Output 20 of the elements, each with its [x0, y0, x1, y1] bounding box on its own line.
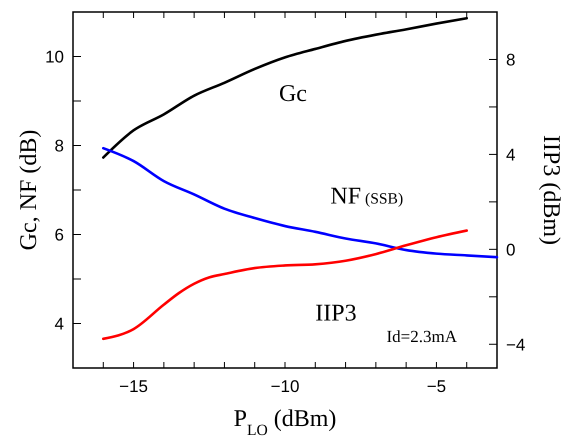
y2-axis-title: IIP3 (dBm): [538, 135, 563, 245]
x-tick-label: −15: [119, 377, 148, 396]
y-tick-label: 4: [54, 314, 64, 334]
x-tick-label: −5: [426, 377, 446, 396]
y2-tick-label: 4: [506, 145, 516, 164]
series-label: Gc: [278, 81, 307, 107]
series-label: IIP3: [315, 300, 357, 327]
y2-tick-label: −4: [506, 335, 526, 354]
x-axis-title: P$_{LO}$ (dBm): [234, 406, 336, 438]
line-series: [102, 146, 498, 258]
y-tick-label: 6: [54, 226, 64, 244]
annotation: Id=2.3mA: [386, 327, 458, 346]
x-tick-label: −10: [270, 377, 300, 396]
series-label: NF (SSB): [330, 183, 404, 210]
y-tick-label: 10: [45, 48, 64, 66]
line-series: [102, 229, 468, 340]
y2-tick-label: 0: [506, 240, 516, 260]
y2-tick-label: 8: [506, 50, 516, 70]
y-tick-label: 8: [54, 136, 64, 156]
y-axis-title: Gc, NF (dB): [16, 130, 42, 250]
